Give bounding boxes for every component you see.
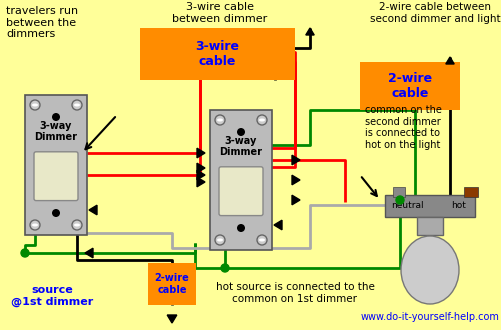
Circle shape xyxy=(257,115,267,125)
Text: hot: hot xyxy=(451,202,465,211)
Text: 3-way
Dimmer: 3-way Dimmer xyxy=(35,120,77,142)
Bar xyxy=(384,195,474,217)
Circle shape xyxy=(30,100,40,110)
Ellipse shape xyxy=(32,104,38,107)
Circle shape xyxy=(395,196,403,204)
Polygon shape xyxy=(292,175,300,185)
Text: 3-way
Dimmer: 3-way Dimmer xyxy=(219,136,262,157)
Polygon shape xyxy=(196,170,204,180)
Bar xyxy=(359,62,459,110)
Text: hot source is connected to the
common on 1st dimmer: hot source is connected to the common on… xyxy=(215,282,374,304)
Bar xyxy=(25,95,87,235)
Bar xyxy=(148,263,195,305)
Text: 2-wire
cable: 2-wire cable xyxy=(387,72,431,100)
Circle shape xyxy=(214,235,224,245)
FancyBboxPatch shape xyxy=(34,152,78,201)
Text: 3-wire cable
between dimmer: 3-wire cable between dimmer xyxy=(172,2,267,24)
Polygon shape xyxy=(89,205,97,215)
Circle shape xyxy=(72,100,82,110)
Circle shape xyxy=(214,115,224,125)
Circle shape xyxy=(220,264,228,272)
Ellipse shape xyxy=(74,104,80,107)
Bar xyxy=(209,110,272,250)
Text: 2-wire cable between
second dimmer and light: 2-wire cable between second dimmer and l… xyxy=(369,2,499,24)
Ellipse shape xyxy=(259,239,265,242)
Ellipse shape xyxy=(216,239,222,242)
FancyBboxPatch shape xyxy=(218,167,263,215)
Text: 2-wire
cable: 2-wire cable xyxy=(154,273,189,295)
Circle shape xyxy=(72,220,82,230)
Text: travelers run
between the
dimmers: travelers run between the dimmers xyxy=(6,6,78,39)
Ellipse shape xyxy=(32,223,38,226)
Polygon shape xyxy=(167,315,176,323)
Bar xyxy=(416,217,442,235)
Bar xyxy=(463,187,477,197)
Circle shape xyxy=(30,220,40,230)
Polygon shape xyxy=(196,177,204,187)
Circle shape xyxy=(257,235,267,245)
Text: neutral: neutral xyxy=(390,202,422,211)
Text: 3-wire
cable: 3-wire cable xyxy=(195,40,239,68)
Polygon shape xyxy=(305,28,314,35)
Polygon shape xyxy=(292,155,300,165)
Text: www.do-it-yourself-help.com: www.do-it-yourself-help.com xyxy=(360,312,498,322)
Circle shape xyxy=(21,249,29,257)
Ellipse shape xyxy=(216,118,222,121)
Circle shape xyxy=(52,113,60,121)
Polygon shape xyxy=(292,195,300,205)
Polygon shape xyxy=(274,220,282,230)
Bar xyxy=(392,187,404,197)
Ellipse shape xyxy=(74,223,80,226)
Ellipse shape xyxy=(259,118,265,121)
Polygon shape xyxy=(445,57,453,64)
Polygon shape xyxy=(196,148,204,158)
Text: common on the
second dimmer
is connected to
hot on the light: common on the second dimmer is connected… xyxy=(364,105,441,150)
Polygon shape xyxy=(196,163,204,173)
Circle shape xyxy=(236,224,244,232)
Bar xyxy=(140,28,295,80)
Ellipse shape xyxy=(400,236,458,304)
Circle shape xyxy=(236,128,244,136)
Circle shape xyxy=(52,209,60,217)
Text: source
@1st dimmer: source @1st dimmer xyxy=(11,285,93,307)
Polygon shape xyxy=(85,248,93,258)
